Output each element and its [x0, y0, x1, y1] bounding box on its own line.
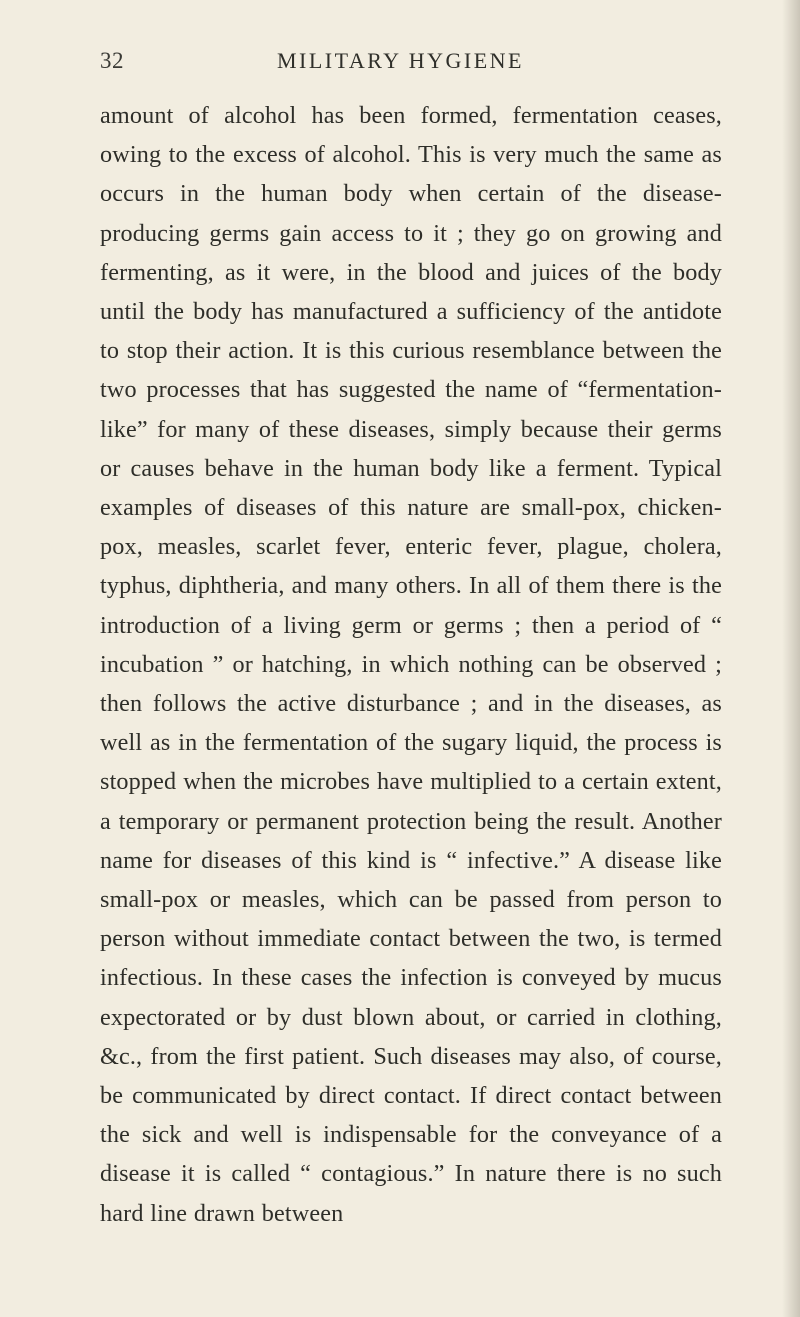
page-number: 32: [100, 48, 124, 74]
body-paragraph: amount of alcohol has been formed, ferme…: [100, 96, 722, 1233]
page-edge-shadow: [782, 0, 800, 1317]
page-header-title: MILITARY HYGIENE: [124, 48, 722, 74]
book-page: 32 MILITARY HYGIENE amount of alcohol ha…: [0, 0, 800, 1283]
header-row: 32 MILITARY HYGIENE: [100, 48, 722, 74]
